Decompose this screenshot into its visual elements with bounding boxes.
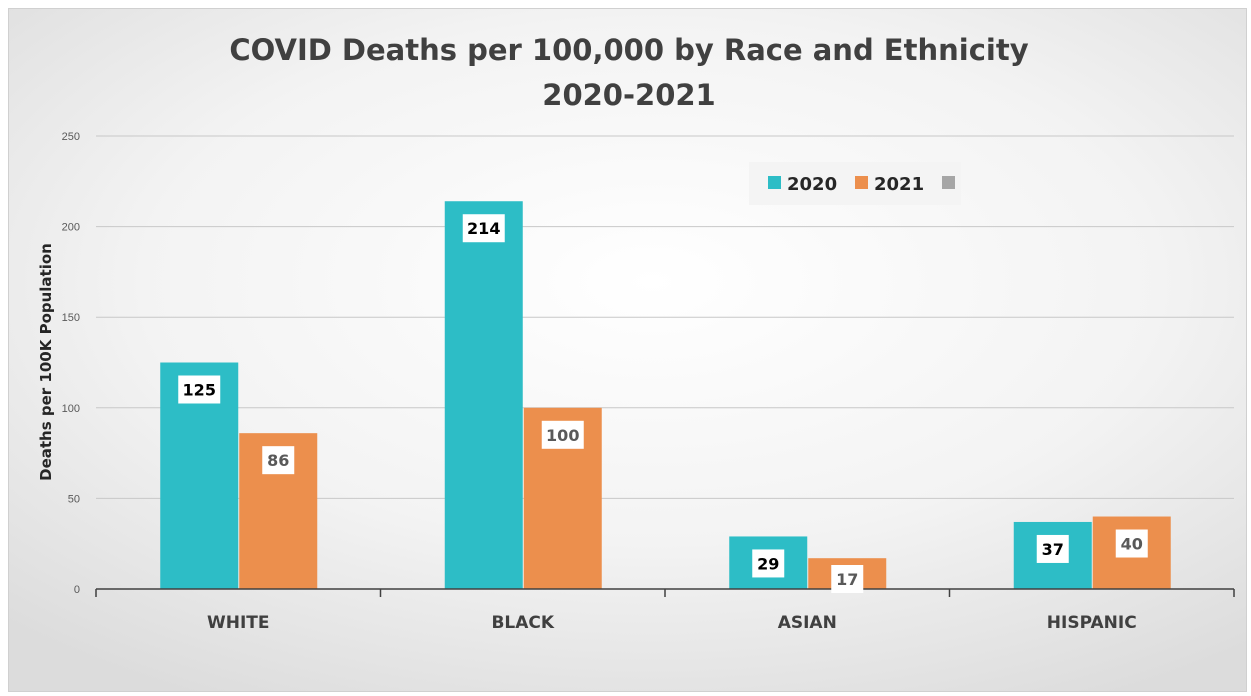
y-tick-label: 250 xyxy=(62,131,80,143)
data-label-box xyxy=(1115,529,1148,558)
data-label: 29 xyxy=(757,554,779,573)
x-tick-label: ASIAN xyxy=(778,613,837,633)
data-label-box xyxy=(178,375,221,404)
chart-title-line-2: 2020-2021 xyxy=(542,78,715,112)
data-label-box xyxy=(541,420,584,449)
data-label-box xyxy=(752,549,785,578)
x-axis-ticks: WHITE BLACK ASIAN HISPANIC xyxy=(207,613,1137,633)
bars xyxy=(160,201,1171,589)
y-tick-label: 100 xyxy=(62,403,80,415)
data-labels: 125 86 214 100 29 17 37 40 xyxy=(178,214,1148,593)
legend-swatch xyxy=(768,176,781,189)
legend: 2020 2021 xyxy=(749,162,961,205)
data-label: 37 xyxy=(1042,540,1064,559)
y-tick-label: 150 xyxy=(62,312,80,324)
data-label-box xyxy=(462,214,505,243)
data-label-box xyxy=(831,565,864,593)
legend-swatch xyxy=(942,176,955,189)
x-tick-label: WHITE xyxy=(207,613,270,633)
data-label: 86 xyxy=(267,451,289,470)
y-axis-label: Deaths per 100K Population xyxy=(37,243,55,481)
legend-swatch xyxy=(855,176,868,189)
legend-label: 2021 xyxy=(874,174,924,195)
data-label: 17 xyxy=(836,570,858,589)
data-label-box xyxy=(262,446,295,475)
bar-2020-black xyxy=(444,201,523,589)
x-tick-label: BLACK xyxy=(491,613,554,633)
x-axis xyxy=(95,588,1235,597)
chart-title-line-1: COVID Deaths per 100,000 by Race and Eth… xyxy=(229,33,1028,67)
data-label: 100 xyxy=(546,426,579,445)
y-axis-ticks: 0 50 100 150 200 250 xyxy=(62,131,80,596)
y-tick-label: 50 xyxy=(68,493,80,505)
y-tick-label: 200 xyxy=(62,222,80,234)
data-label: 40 xyxy=(1121,535,1143,554)
legend-label: 2020 xyxy=(787,174,837,195)
y-tick-label: 0 xyxy=(74,584,80,596)
data-label: 214 xyxy=(467,219,500,238)
data-label-box xyxy=(1036,534,1069,563)
chart-title: COVID Deaths per 100,000 by Race and Eth… xyxy=(229,33,1028,112)
x-tick-label: HISPANIC xyxy=(1047,613,1137,633)
data-label: 125 xyxy=(183,381,216,400)
